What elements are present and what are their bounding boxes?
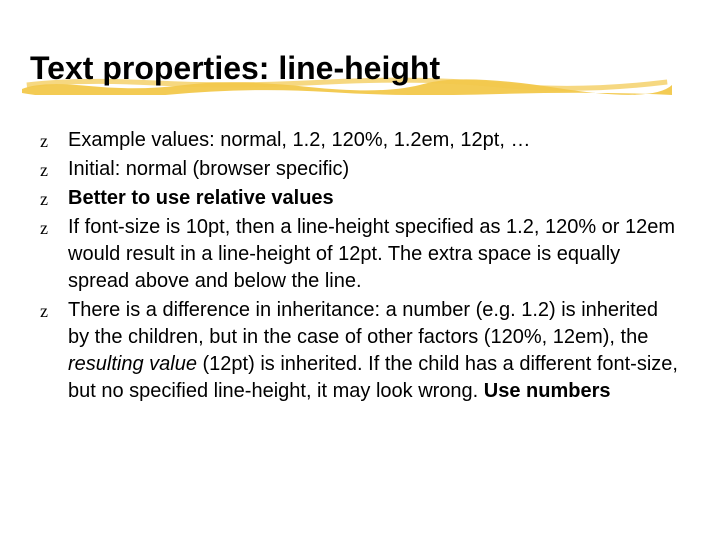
bullet-text: Initial: normal (browser specific)	[68, 158, 349, 180]
bullet-text: There is a difference in inheritance: a …	[68, 299, 678, 402]
bullet-text: Example values: normal, 1.2, 120%, 1.2em…	[68, 129, 530, 151]
bullet-text: If font-size is 10pt, then a line-height…	[68, 216, 675, 292]
bullet-item: z There is a difference in inheritance: a…	[40, 297, 680, 405]
text-run: There is a difference in inheritance: a …	[68, 299, 658, 348]
bullet-item: z If font-size is 10pt, then a line-heigh…	[40, 214, 680, 295]
text-run: If font-size is 10pt, then a line-height…	[68, 216, 675, 292]
title-block: Text properties: line-height	[30, 50, 680, 87]
text-run: Example values: normal, 1.2, 120%, 1.2em…	[68, 129, 530, 151]
bullet-glyph-icon: z	[40, 187, 48, 211]
bullet-item: z Example values: normal, 1.2, 120%, 1.2e…	[40, 127, 680, 154]
bullet-text: Better to use relative values	[68, 187, 334, 209]
text-run: Better to use relative values	[68, 187, 334, 209]
slide-title: Text properties: line-height	[30, 50, 680, 87]
text-run: Use numbers	[484, 380, 611, 402]
bullet-glyph-icon: z	[40, 299, 48, 323]
bullet-item: z Better to use relative values	[40, 185, 680, 212]
slide: Text properties: line-height z Example va…	[0, 0, 720, 540]
bullet-glyph-icon: z	[40, 129, 48, 153]
text-run: resulting value	[68, 353, 197, 375]
bullet-glyph-icon: z	[40, 216, 48, 240]
bullet-list: z Example values: normal, 1.2, 120%, 1.2e…	[30, 127, 680, 405]
bullet-glyph-icon: z	[40, 158, 48, 182]
bullet-item: z Initial: normal (browser specific)	[40, 156, 680, 183]
text-run: Initial: normal (browser specific)	[68, 158, 349, 180]
